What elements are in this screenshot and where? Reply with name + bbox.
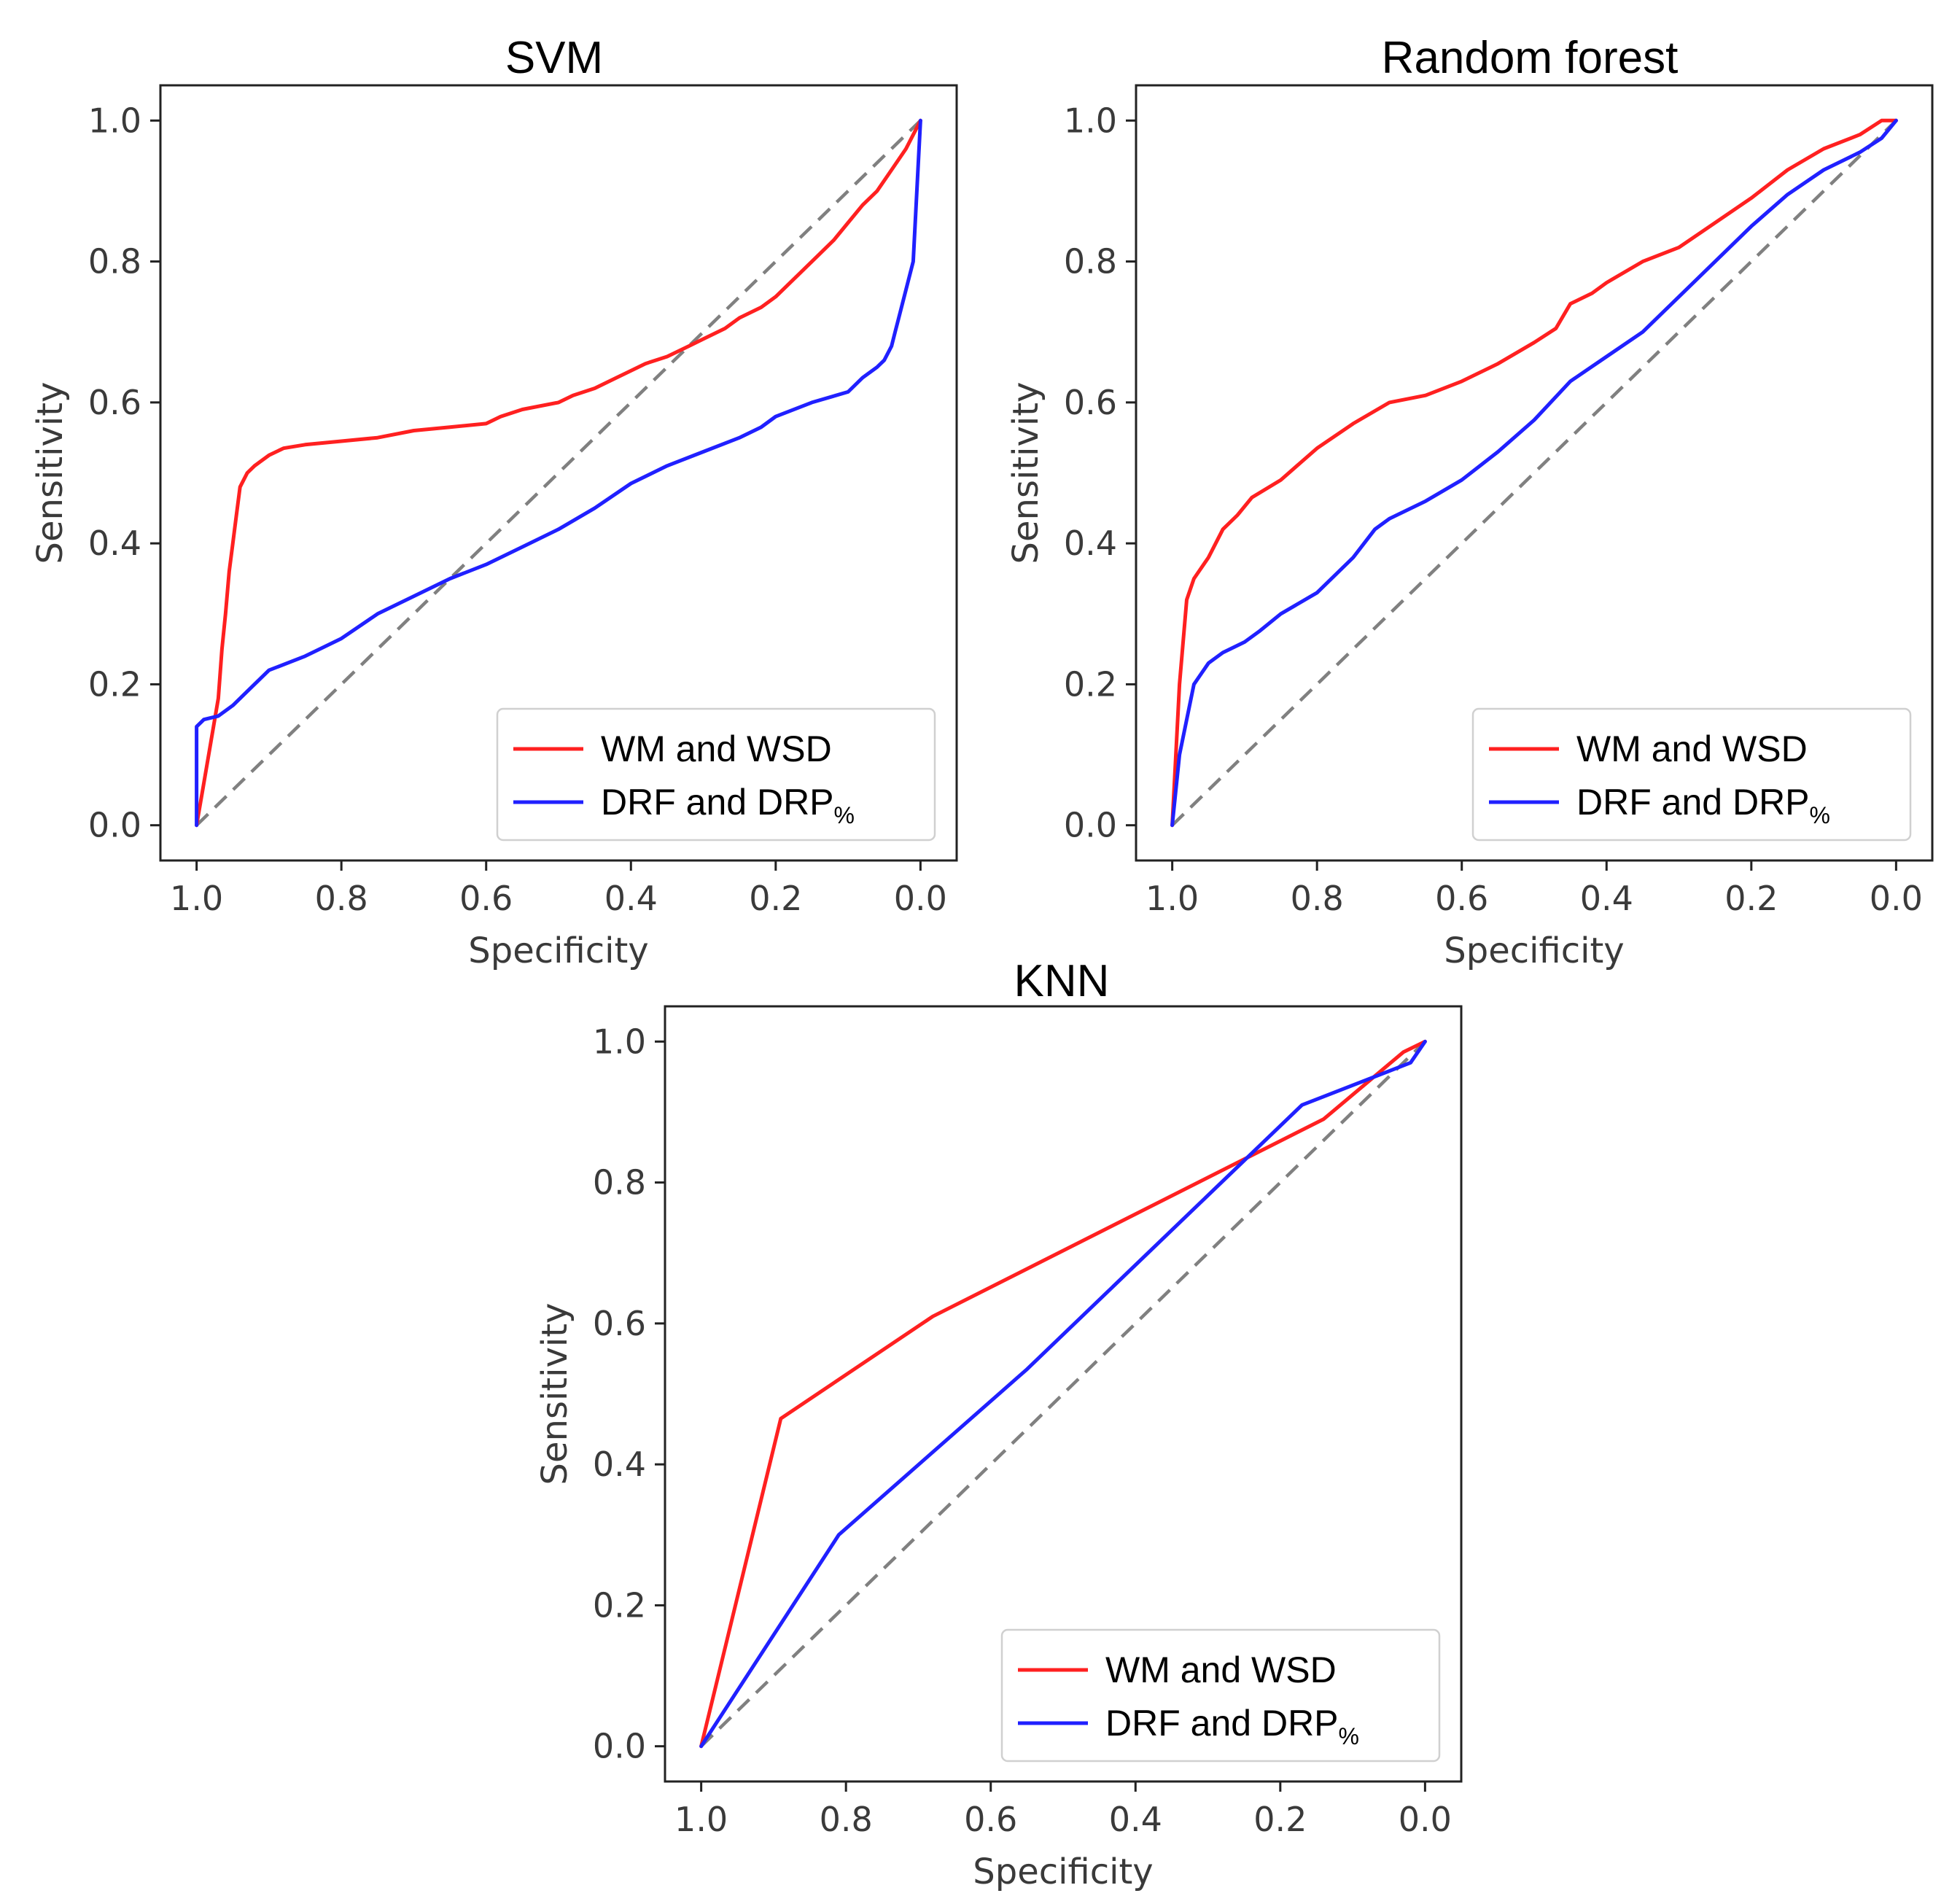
x-tick-label: 0.0 — [1870, 879, 1923, 918]
legend-label-drf-and-drp-pct: DRF and DRP% — [1576, 782, 1830, 828]
series-line-wm-and-wsd — [195, 118, 922, 828]
y-tick-label: 0.0 — [593, 1727, 646, 1766]
x-tick-label: 0.4 — [1109, 1800, 1162, 1839]
legend-box — [1000, 1628, 1441, 1763]
chance-diagonal-line — [1171, 119, 1897, 827]
y-tick-label: 0.6 — [1064, 383, 1117, 422]
x-tick-label: 0.0 — [894, 879, 947, 918]
plot-frame — [1135, 84, 1934, 862]
x-axis-label: Specificity — [1444, 930, 1624, 971]
x-tick-label: 0.2 — [749, 879, 802, 918]
legend-label-wm-and-wsd: WM and WSD — [601, 728, 832, 769]
x-tick-label: 1.0 — [674, 1800, 728, 1839]
x-axis-label: Specificity — [468, 930, 648, 971]
y-axis-label: Sensitivity — [1006, 382, 1046, 564]
x-tick-label: 0.4 — [1580, 879, 1633, 918]
y-tick-label: 0.0 — [88, 806, 141, 845]
y-axis-label: Sensitivity — [534, 1303, 575, 1485]
series-line-drf-and-drp-pct — [1170, 118, 1898, 828]
y-tick-label: 0.4 — [1064, 524, 1117, 563]
legend-box — [1471, 707, 1912, 842]
y-tick-label: 1.0 — [1064, 101, 1117, 140]
x-tick-label: 0.4 — [604, 879, 658, 918]
y-tick-label: 0.8 — [88, 242, 141, 281]
y-tick-label: 1.0 — [593, 1022, 646, 1061]
legend-box — [496, 707, 936, 842]
plot-frame — [159, 84, 958, 862]
chart-title: KNN — [1014, 956, 1110, 1006]
x-tick-label: 0.6 — [964, 1800, 1017, 1839]
legend-label-drf-and-drp-pct: DRF and DRP% — [601, 782, 855, 828]
plot-frame — [664, 1005, 1463, 1783]
x-tick-label: 0.2 — [1253, 1800, 1307, 1839]
legend-label-wm-and-wsd: WM and WSD — [1576, 728, 1808, 769]
x-tick-label: 0.2 — [1724, 879, 1778, 918]
chart-title: Random forest — [1382, 33, 1679, 83]
series-line-wm-and-wsd — [699, 1039, 1427, 1749]
chance-diagonal-line — [195, 119, 922, 827]
x-tick-label: 0.8 — [1291, 879, 1344, 918]
y-tick-label: 0.8 — [1064, 242, 1117, 281]
x-axis-label: Specificity — [973, 1851, 1153, 1892]
x-tick-label: 0.8 — [820, 1800, 873, 1839]
y-tick-label: 0.4 — [593, 1445, 646, 1484]
legend: WM and WSD DRF and DRP% — [496, 707, 936, 842]
y-tick-label: 0.0 — [1064, 806, 1117, 845]
y-tick-label: 0.8 — [593, 1163, 646, 1202]
y-tick-label: 0.4 — [88, 524, 141, 563]
y-tick-label: 0.2 — [593, 1585, 646, 1625]
chart-title: SVM — [505, 33, 603, 83]
series-line-drf-and-drp-pct — [699, 1039, 1427, 1749]
legend-label-drf-and-drp-pct: DRF and DRP% — [1105, 1703, 1359, 1749]
x-tick-label: 0.6 — [459, 879, 513, 918]
y-tick-label: 0.6 — [88, 383, 141, 422]
chart-panel-random-forest: Random forest 1.0 0.8 0.6 0.4 0.2 0.0 0.0 0.2 0.4… — [1006, 33, 1934, 971]
chart-panel-knn: KNN 1.0 0.8 0.6 0.4 0.2 0.0 0.0 0.2 0.4 0.6 0.8 1.0 S… — [534, 956, 1463, 1892]
x-tick-label: 0.6 — [1435, 879, 1488, 918]
y-tick-label: 0.2 — [1064, 664, 1117, 704]
x-tick-label: 1.0 — [1146, 879, 1199, 918]
series-line-wm-and-wsd — [1170, 118, 1898, 828]
x-tick-label: 0.0 — [1399, 1800, 1452, 1839]
y-axis-label: Sensitivity — [30, 382, 71, 564]
x-tick-label: 1.0 — [170, 879, 223, 918]
series-line-drf-and-drp-pct — [195, 118, 922, 828]
legend-label-wm-and-wsd: WM and WSD — [1105, 1650, 1337, 1690]
x-tick-label: 0.8 — [315, 879, 368, 918]
y-tick-label: 0.6 — [593, 1304, 646, 1343]
chart-panel-svm: SVM 1.0 0.8 0.6 0.4 0.2 0.0 0.0 0.2 0.4 0.6 0.8 1.0 S… — [30, 33, 958, 971]
legend: WM and WSD DRF and DRP% — [1000, 1628, 1441, 1763]
y-tick-label: 0.2 — [88, 664, 141, 704]
legend: WM and WSD DRF and DRP% — [1471, 707, 1912, 842]
y-tick-label: 1.0 — [88, 101, 141, 140]
chance-diagonal-line — [700, 1040, 1426, 1748]
